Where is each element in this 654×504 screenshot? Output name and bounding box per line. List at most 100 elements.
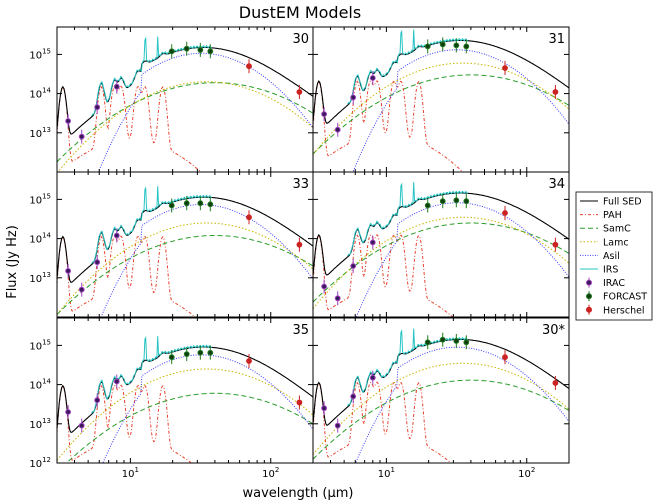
herschel-point: [552, 380, 559, 386]
x-tick-label: 101: [122, 466, 139, 480]
legend-item-samc: SamC: [580, 224, 631, 235]
herschel-point: [502, 210, 508, 216]
series-group: [57, 186, 313, 317]
irac-point: [369, 374, 376, 381]
panel-30: 30 1013 1014 1015: [29, 26, 314, 173]
herschel-point: [246, 358, 252, 364]
panel-30star: 30* 101 102: [312, 317, 570, 480]
y-axis-label: Flux (Jy Hz): [5, 225, 20, 299]
irac-point: [334, 422, 341, 429]
forcast-point: [424, 339, 431, 346]
legend-label: Asil: [603, 251, 620, 262]
irac-point: [334, 126, 341, 133]
legend-label: IRAC: [603, 278, 625, 289]
panel-frame: [312, 317, 570, 464]
series-group: [313, 182, 569, 317]
asil-line: [355, 202, 569, 317]
herschel-point: [246, 214, 252, 221]
forcast-point: [424, 202, 431, 209]
forcast-point: [463, 339, 470, 346]
forcast-point: [183, 200, 190, 207]
samc-line: [57, 82, 313, 163]
panel-frame: [56, 317, 314, 464]
legend-label: IRS: [603, 265, 618, 276]
x-axis-label: wavelength (μm): [243, 486, 354, 501]
irac-point: [350, 263, 357, 269]
forcast-point: [207, 201, 214, 208]
irac-point: [94, 104, 101, 111]
asil-line: [352, 49, 569, 172]
forcast-point: [168, 202, 175, 209]
herschel-point: [552, 89, 559, 95]
forcast-point: [424, 43, 431, 50]
irs-spectrum: [91, 36, 212, 117]
irac-point: [113, 378, 120, 385]
irac-point: [321, 283, 328, 290]
legend-label: PAH: [603, 210, 622, 221]
legend: Full SED PAH SamC Lamc Asil IRS IRAC FORCAST Her…: [575, 191, 653, 321]
panel-31: 31: [312, 26, 570, 173]
panel-frame: [56, 171, 314, 318]
forcast-point: [439, 198, 446, 205]
irs-spectrum: [347, 182, 468, 257]
legend-marker: [586, 306, 592, 313]
y-tick-label: 1014: [29, 378, 51, 392]
irac-point: [350, 393, 357, 400]
legend-marker: [586, 293, 592, 300]
legend-label: Full SED: [603, 197, 642, 208]
irs-spectrum: [91, 335, 212, 414]
forcast-point: [197, 349, 204, 356]
panel-label: 33: [292, 177, 309, 192]
irac-point: [65, 267, 72, 274]
y-tick-label: 1014: [29, 87, 51, 101]
panel-34: 34: [312, 171, 570, 318]
y-tick-label: 1012: [29, 456, 51, 470]
irac-point: [78, 422, 85, 429]
legend-item-pah: PAH: [580, 210, 622, 221]
forcast-point: [439, 41, 446, 48]
full-sed-line: [57, 196, 313, 283]
irac-point: [334, 295, 341, 302]
forcast-point: [207, 349, 214, 356]
irac-point: [94, 397, 101, 404]
herschel-point: [296, 399, 303, 406]
irac-point: [350, 94, 357, 101]
legend-item-herschel: Herschel: [586, 304, 645, 316]
lamc-line: [57, 368, 313, 461]
herschel-point: [502, 65, 508, 71]
y-tick-label: 1013: [29, 126, 51, 140]
legend-label: Lamc: [603, 237, 629, 248]
y-tick-label: 1015: [29, 192, 51, 206]
legend-label: Herschel: [603, 305, 645, 316]
series-group: [313, 29, 569, 172]
irac-point: [94, 259, 101, 266]
herschel-point: [296, 241, 303, 248]
forcast-point: [453, 338, 460, 344]
irac-point: [65, 118, 72, 124]
x-tick-label: 102: [518, 466, 535, 480]
irac-point: [321, 111, 328, 117]
panel-label: 35: [292, 323, 309, 338]
lamc-line: [313, 216, 569, 309]
lamc-line: [313, 62, 569, 155]
herschel-point: [552, 241, 559, 248]
panel-label: 30*: [542, 323, 566, 338]
figure-title: DustEM Models: [239, 3, 361, 22]
irac-point: [369, 75, 376, 81]
y-tick-label: 1014: [29, 232, 51, 246]
panel-label: 31: [548, 32, 565, 47]
herschel-point: [502, 354, 508, 361]
legend-item-full: Full SED: [580, 197, 642, 208]
panel-label: 30: [292, 32, 309, 47]
legend-item-lamc: Lamc: [580, 237, 629, 248]
samc-line: [57, 235, 313, 315]
forcast-point: [197, 47, 204, 53]
forcast-point: [183, 351, 190, 357]
y-tick-label: 1013: [29, 417, 51, 431]
irs-spectrum: [347, 328, 468, 407]
irs-spectrum: [347, 29, 468, 105]
irac-point: [113, 232, 120, 239]
forcast-point: [183, 45, 190, 52]
series-group: [57, 335, 313, 463]
